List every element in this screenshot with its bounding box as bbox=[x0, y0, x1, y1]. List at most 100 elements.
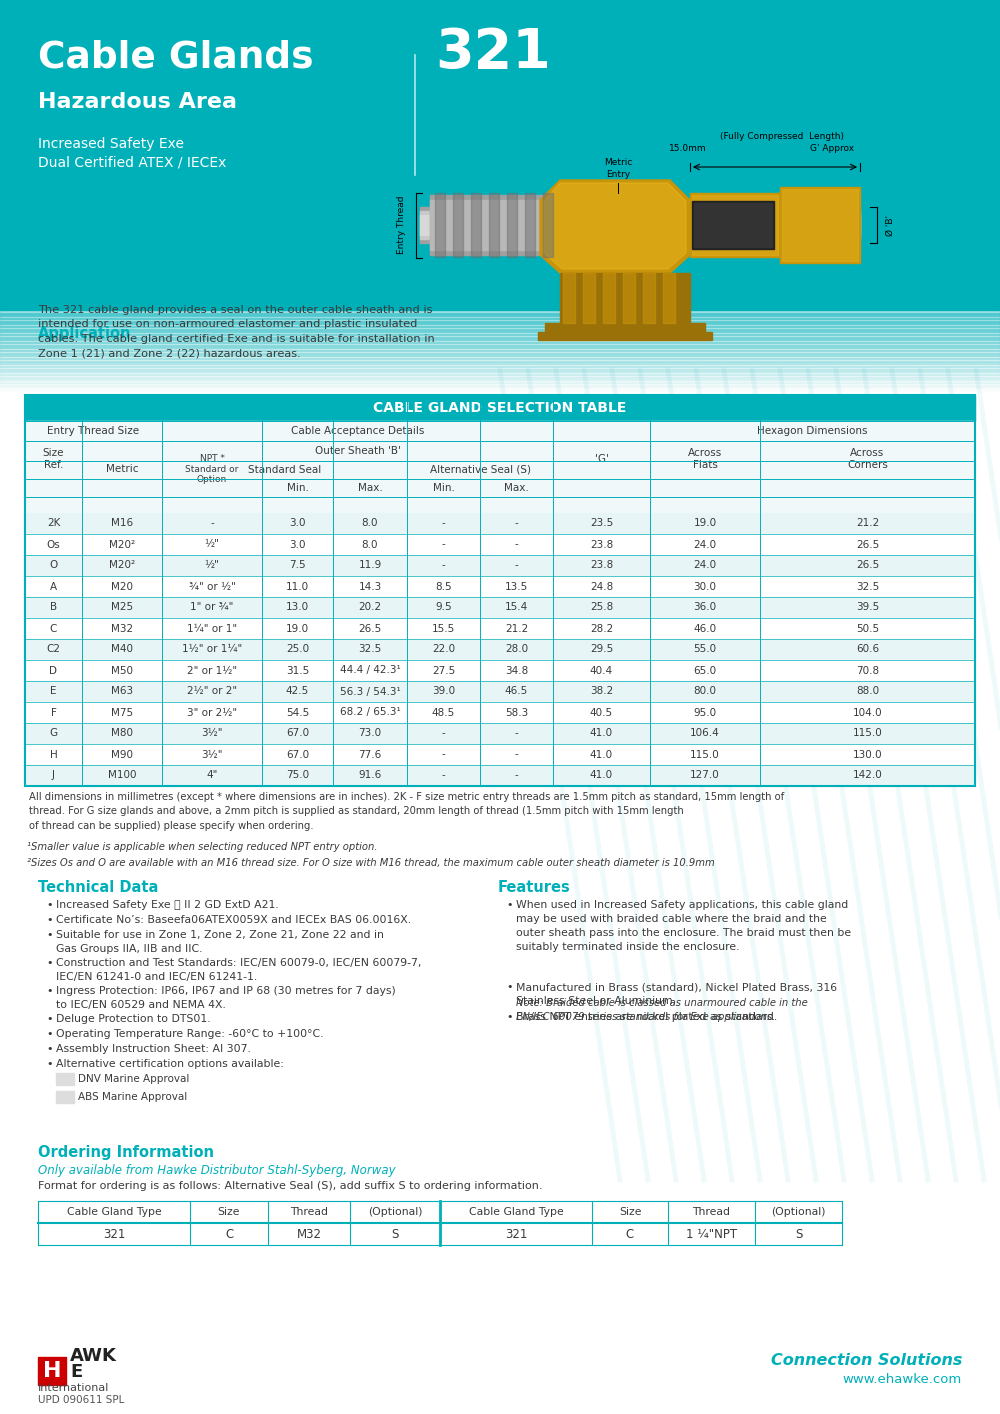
Text: 142.0: 142.0 bbox=[853, 771, 882, 781]
Text: E: E bbox=[50, 687, 57, 697]
Text: 67.0: 67.0 bbox=[286, 728, 309, 738]
Text: 15.5: 15.5 bbox=[432, 624, 455, 633]
Text: G' Approx: G' Approx bbox=[810, 144, 854, 153]
Bar bbox=[25, 534, 975, 556]
Text: Increased Safety Exe: Increased Safety Exe bbox=[38, 137, 184, 151]
Text: M20²: M20² bbox=[109, 540, 135, 550]
Bar bbox=[0, 318, 1000, 321]
Bar bbox=[38, 1200, 842, 1223]
Text: 70.8: 70.8 bbox=[856, 666, 879, 676]
Text: 25.0: 25.0 bbox=[286, 645, 309, 655]
Text: M63: M63 bbox=[111, 687, 133, 697]
Bar bbox=[25, 597, 975, 618]
Text: -: - bbox=[515, 728, 518, 738]
Text: Assembly Instruction Sheet: AI 307.: Assembly Instruction Sheet: AI 307. bbox=[56, 1044, 251, 1053]
Text: ²Sizes Os and O are available with an M16 thread size. For O size with M16 threa: ²Sizes Os and O are available with an M1… bbox=[27, 858, 715, 868]
Text: 115.0: 115.0 bbox=[690, 749, 720, 759]
Bar bbox=[38, 1355, 98, 1406]
Text: www.ehawke.com: www.ehawke.com bbox=[843, 1373, 962, 1386]
Text: Os: Os bbox=[47, 540, 60, 550]
Text: Ordering Information: Ordering Information bbox=[38, 1145, 214, 1159]
Text: C2: C2 bbox=[46, 645, 60, 655]
Text: -: - bbox=[442, 540, 445, 550]
Bar bbox=[56, 1092, 74, 1103]
Text: Across
Flats: Across Flats bbox=[688, 448, 722, 469]
Text: 8.0: 8.0 bbox=[362, 519, 378, 529]
Text: M90: M90 bbox=[111, 749, 133, 759]
Text: 3.0: 3.0 bbox=[289, 519, 306, 529]
Bar bbox=[0, 337, 1000, 341]
Bar bbox=[489, 192, 499, 257]
Text: 42.5: 42.5 bbox=[286, 687, 309, 697]
Text: 29.5: 29.5 bbox=[590, 645, 613, 655]
Bar bbox=[25, 395, 975, 775]
Text: Manufactured in Brass (standard), Nickel Plated Brass, 316
Stainless Steel or Al: Manufactured in Brass (standard), Nickel… bbox=[516, 981, 837, 1005]
Bar bbox=[0, 358, 1000, 362]
Text: Cable Glands: Cable Glands bbox=[38, 40, 314, 76]
Bar bbox=[563, 273, 575, 322]
Text: Technical Data: Technical Data bbox=[38, 880, 158, 895]
Text: •: • bbox=[506, 981, 512, 993]
Text: AWK: AWK bbox=[70, 1348, 117, 1365]
Text: 88.0: 88.0 bbox=[856, 687, 879, 697]
Bar bbox=[694, 204, 772, 247]
Text: 67.0: 67.0 bbox=[286, 749, 309, 759]
Text: Hazardous Area: Hazardous Area bbox=[38, 92, 237, 112]
Bar bbox=[0, 312, 1000, 317]
Text: 44.4 / 42.3¹: 44.4 / 42.3¹ bbox=[340, 666, 400, 676]
Text: 55.0: 55.0 bbox=[693, 645, 717, 655]
Bar bbox=[0, 376, 1000, 380]
Text: Standard Seal: Standard Seal bbox=[248, 465, 321, 475]
Text: 39.0: 39.0 bbox=[432, 687, 455, 697]
Text: M40: M40 bbox=[111, 645, 133, 655]
Text: •: • bbox=[46, 1014, 52, 1024]
Text: •: • bbox=[46, 1029, 52, 1039]
Text: Hexagon Dimensions: Hexagon Dimensions bbox=[757, 426, 868, 436]
Text: 21.2: 21.2 bbox=[856, 519, 879, 529]
Text: Metric: Metric bbox=[106, 464, 138, 474]
Text: Entry Thread: Entry Thread bbox=[398, 195, 406, 255]
Text: Deluge Protection to DTS01.: Deluge Protection to DTS01. bbox=[56, 1014, 211, 1024]
Text: 19.0: 19.0 bbox=[286, 624, 309, 633]
Text: 46.0: 46.0 bbox=[693, 624, 717, 633]
Text: Brass NPT entries are nickel plated as standard.: Brass NPT entries are nickel plated as s… bbox=[516, 1012, 777, 1022]
Bar bbox=[38, 1357, 66, 1384]
Text: •: • bbox=[46, 915, 52, 925]
Text: Metric: Metric bbox=[604, 158, 632, 167]
Text: 41.0: 41.0 bbox=[590, 771, 613, 781]
Bar bbox=[0, 334, 1000, 338]
Text: 20.2: 20.2 bbox=[358, 602, 382, 612]
Text: •: • bbox=[46, 986, 52, 995]
Text: 3" or 2½": 3" or 2½" bbox=[187, 707, 237, 717]
Bar bbox=[25, 701, 975, 723]
Text: Entry: Entry bbox=[606, 170, 630, 180]
Text: ¹Smaller value is applicable when selecting reduced NPT entry option.: ¹Smaller value is applicable when select… bbox=[27, 841, 378, 853]
Text: 24.8: 24.8 bbox=[590, 581, 613, 591]
Text: 28.2: 28.2 bbox=[590, 624, 613, 633]
Text: Max.: Max. bbox=[358, 484, 382, 493]
Text: 73.0: 73.0 bbox=[358, 728, 382, 738]
Text: 321: 321 bbox=[103, 1227, 125, 1240]
Text: E: E bbox=[70, 1363, 82, 1381]
Text: M32: M32 bbox=[111, 624, 133, 633]
Text: 25.8: 25.8 bbox=[590, 602, 613, 612]
Text: 104.0: 104.0 bbox=[853, 707, 882, 717]
Text: Ø 'B': Ø 'B' bbox=[886, 215, 895, 236]
Bar bbox=[0, 331, 1000, 335]
Text: J: J bbox=[52, 771, 55, 781]
Text: 41.0: 41.0 bbox=[590, 749, 613, 759]
Bar bbox=[583, 273, 595, 322]
Text: 31.5: 31.5 bbox=[286, 666, 309, 676]
Text: 9.5: 9.5 bbox=[435, 602, 452, 612]
Text: -: - bbox=[442, 728, 445, 738]
Text: 19.0: 19.0 bbox=[693, 519, 717, 529]
Text: 41.0: 41.0 bbox=[590, 728, 613, 738]
Bar bbox=[0, 387, 1000, 392]
Text: Dual Certified ATEX / IECEx: Dual Certified ATEX / IECEx bbox=[38, 156, 226, 170]
Text: International: International bbox=[38, 1383, 109, 1393]
Text: 115.0: 115.0 bbox=[853, 728, 882, 738]
Text: Thread: Thread bbox=[290, 1208, 328, 1217]
Text: DNV Marine Approval: DNV Marine Approval bbox=[78, 1075, 189, 1085]
Bar bbox=[545, 322, 705, 335]
Text: 24.0: 24.0 bbox=[693, 560, 717, 570]
